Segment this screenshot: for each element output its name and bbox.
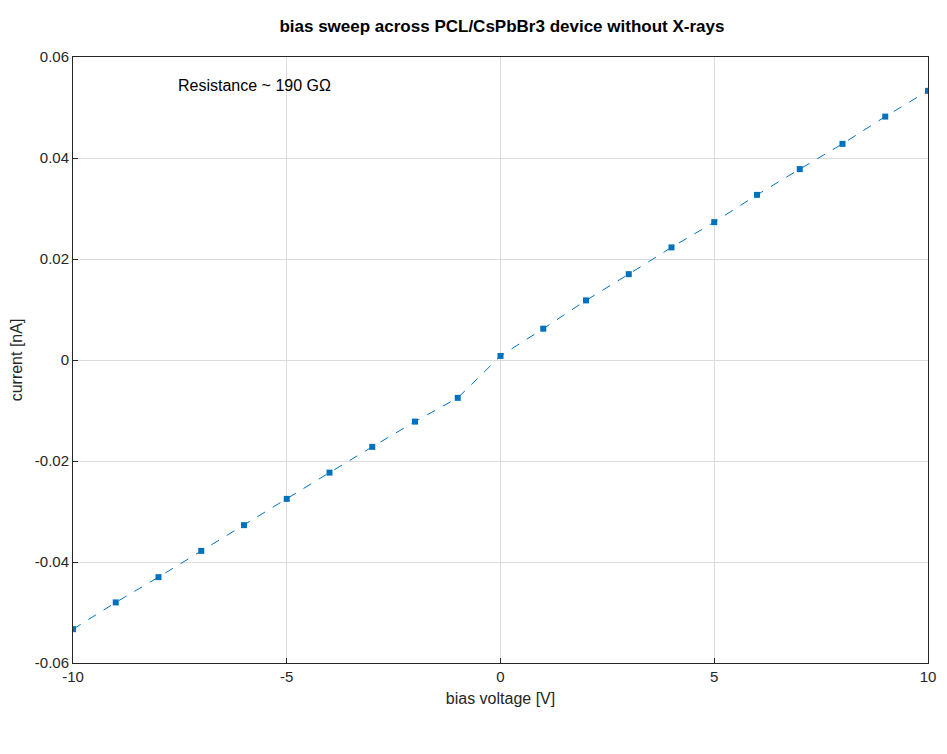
svg-text:current [nA]: current [nA] <box>8 319 25 402</box>
svg-text:0: 0 <box>496 668 504 685</box>
svg-text:-5: -5 <box>280 668 293 685</box>
svg-text:0.02: 0.02 <box>40 250 69 267</box>
svg-text:0.06: 0.06 <box>40 48 69 65</box>
svg-text:10: 10 <box>920 668 937 685</box>
svg-text:5: 5 <box>710 668 718 685</box>
svg-text:-0.02: -0.02 <box>35 452 69 469</box>
svg-text:bias sweep across PCL/CsPbBr3: bias sweep across PCL/CsPbBr3 device wit… <box>279 17 724 36</box>
svg-text:0: 0 <box>61 351 69 368</box>
svg-text:-0.06: -0.06 <box>35 654 69 671</box>
svg-text:0.04: 0.04 <box>40 149 69 166</box>
svg-text:-0.04: -0.04 <box>35 553 69 570</box>
svg-text:bias voltage [V]: bias voltage [V] <box>446 690 555 707</box>
svg-text:-10: -10 <box>62 668 84 685</box>
svg-text:Resistance ~ 190 GΩ: Resistance ~ 190 GΩ <box>178 77 331 94</box>
